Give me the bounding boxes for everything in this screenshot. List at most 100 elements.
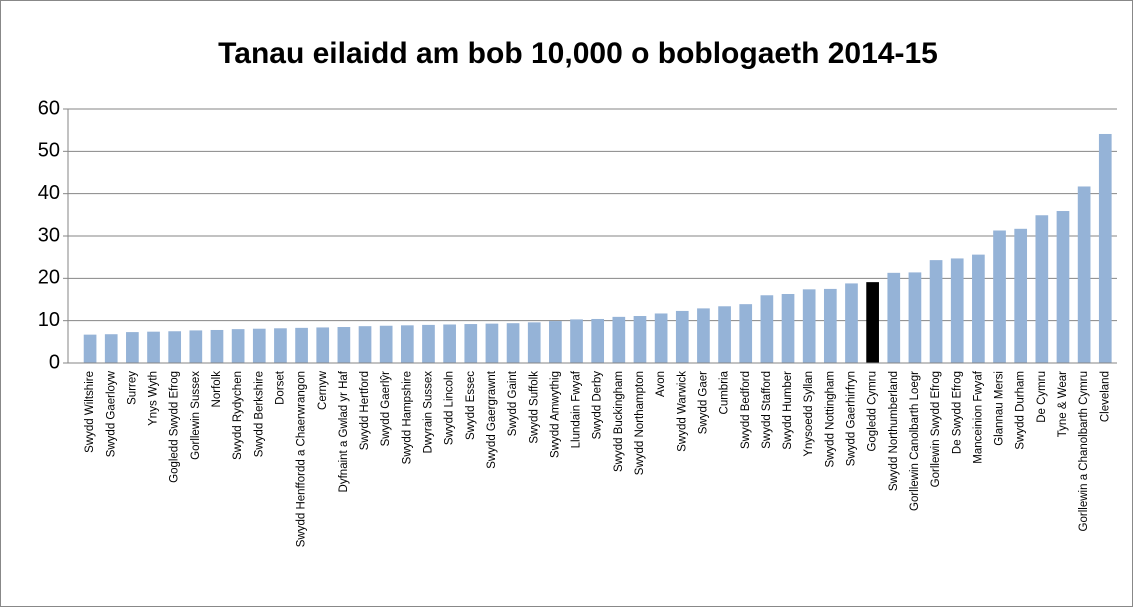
y-tick-label: 30	[38, 224, 60, 246]
bar	[1056, 211, 1070, 363]
bar	[210, 329, 224, 363]
x-tick-label: Swydd Essec	[465, 371, 477, 440]
x-tick-label: Avon	[655, 371, 667, 397]
bar	[485, 323, 499, 363]
bar	[104, 334, 118, 363]
x-tick-label: Gorllewin a Chanolbarth Cymru	[1078, 371, 1090, 531]
bar	[358, 326, 372, 363]
x-tick-label: Swydd Hampshire	[401, 371, 413, 464]
bar	[823, 288, 837, 363]
x-tick-label: Swydd Hertford	[359, 371, 371, 450]
bar	[887, 272, 901, 363]
x-tick-label: Swydd Lincoln	[444, 371, 456, 445]
x-tick-label: Swydd Wiltshire	[84, 371, 96, 453]
bar	[570, 319, 583, 363]
x-tick-label: Dorset	[274, 370, 286, 405]
x-tick-label: Gorllewin Canolbarth Loegr	[909, 371, 921, 511]
x-tick-label: Swydd Warwick	[676, 371, 688, 452]
bar	[1077, 186, 1091, 363]
bar	[612, 316, 626, 363]
x-tick-label: Swydd Derby	[592, 371, 604, 440]
x-tick-label: Tyne & Wear	[1057, 371, 1069, 437]
x-tick-label: Cernyw	[317, 370, 329, 410]
x-tick-label: Surrey	[126, 371, 138, 405]
bar	[972, 254, 985, 363]
bar	[697, 308, 710, 363]
bar	[168, 331, 182, 363]
bar	[739, 304, 753, 363]
y-tick-label: 60	[38, 97, 60, 119]
chart-title: Tanau eilaidd am bob 10,000 o boblogaeth…	[218, 37, 938, 70]
x-tick-label: Swydd Buckingham	[613, 371, 625, 472]
bar	[464, 324, 478, 363]
x-tick-label: Cumbria	[719, 370, 731, 414]
x-tick-label: Gogledd Cymru	[867, 371, 879, 452]
x-tick-label: Swydd Northumberland	[888, 371, 900, 491]
x-tick-label: Ynysoedd Syllan	[803, 371, 815, 457]
x-tick-label: De Cymru	[1036, 371, 1048, 423]
bar	[379, 325, 393, 363]
bar	[231, 329, 245, 363]
x-tick-label: Dwyrain Sussex	[423, 371, 435, 454]
x-tick-label: Gogledd Swydd Efrog	[169, 371, 181, 483]
bar	[274, 328, 287, 363]
x-tick-label: Swydd Bedford	[740, 371, 752, 449]
bar	[1035, 215, 1049, 363]
bar	[760, 295, 774, 363]
x-tick-label: Swydd Berkshire	[253, 371, 265, 457]
x-tick-label: Swydd Gaerhirfryn	[846, 371, 858, 466]
y-tick-label: 20	[38, 267, 60, 289]
bar	[422, 324, 435, 363]
x-tick-label: Swydd Durham	[1015, 371, 1027, 450]
x-tick-label: Swydd Amwythig	[549, 371, 561, 458]
x-tick-label: Swydd Gaerlŷr	[380, 371, 392, 447]
y-tick-label: 0	[49, 351, 60, 373]
bar	[802, 289, 816, 363]
x-tick-label: Cleveland	[1099, 371, 1111, 422]
bar	[295, 327, 308, 363]
bar	[929, 260, 943, 363]
x-tick-label: Swydd Humber	[782, 371, 794, 450]
bar	[189, 330, 203, 363]
bar	[506, 323, 520, 363]
x-tick-label: Swydd Stafford	[761, 371, 773, 449]
x-tick-label: Gorllewin Swydd Efrog	[930, 371, 942, 487]
bar	[633, 316, 647, 363]
y-tick-label: 50	[38, 140, 60, 162]
x-tick-label: Manceinion Fwyaf	[972, 370, 984, 463]
x-tick-label: Swydd Nottingham	[824, 371, 836, 468]
y-tick-label: 10	[38, 309, 60, 331]
y-tick-label: 40	[38, 182, 60, 204]
bar	[845, 283, 858, 363]
x-tick-label: Glannau Mersi	[994, 371, 1006, 446]
bar	[527, 322, 541, 363]
bar	[1014, 228, 1028, 363]
bar	[337, 327, 351, 363]
x-tick-label: De Swydd Efrog	[951, 371, 963, 454]
x-tick-label: Gorllewin Sussex	[190, 371, 202, 460]
bar	[83, 334, 97, 363]
x-tick-label: Swydd Gaergrawnt	[486, 370, 498, 469]
bar	[443, 324, 456, 363]
bar	[950, 258, 964, 363]
x-tick-label: Swydd Gaerloyw	[105, 370, 117, 457]
bar	[993, 230, 1006, 363]
x-tick-label: Llundain Fwyaf	[571, 370, 583, 448]
x-tick-label: Swydd Gaint	[507, 370, 519, 436]
bar	[252, 328, 266, 363]
bar	[718, 306, 731, 363]
bar	[1098, 133, 1112, 363]
x-tick-label: Ynys Wyth	[148, 371, 160, 426]
x-tick-label: Swydd Suffolk	[528, 371, 540, 444]
x-tick-label: Swydd Rydychen	[232, 371, 244, 460]
bar	[126, 332, 139, 363]
x-tick-label: Swydd Gaer	[697, 371, 709, 434]
x-tick-label: Norfolk	[211, 371, 223, 408]
bar	[400, 325, 414, 363]
bar	[675, 310, 689, 363]
bar	[316, 327, 330, 363]
x-tick-label: Swydd Henffordd a Chaerwrangon	[296, 371, 308, 547]
bar	[147, 331, 160, 363]
